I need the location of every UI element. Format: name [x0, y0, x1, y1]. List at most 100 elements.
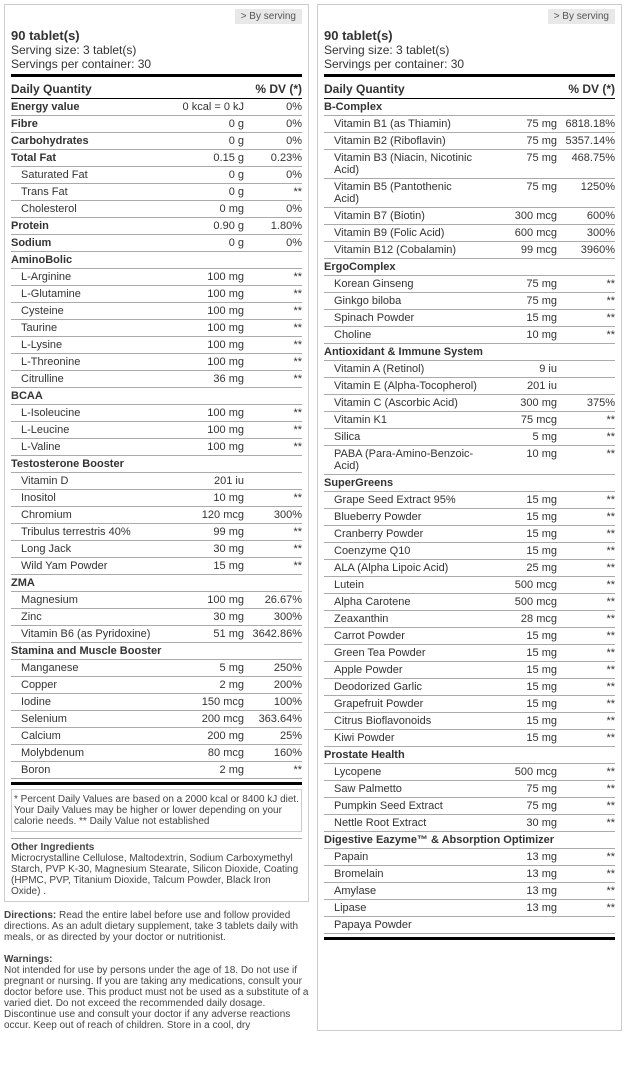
nutrient-row: Total Fat0.15 g0.23% — [11, 150, 302, 167]
nutrient-row: Spinach Powder15 mg** — [324, 310, 615, 327]
nutrient-row: Carrot Powder15 mg** — [324, 628, 615, 645]
nutrient-row: Wild Yam Powder15 mg** — [11, 558, 302, 575]
nutrient-row: Silica5 mg** — [324, 429, 615, 446]
serving-size: Serving size: 3 tablet(s) — [11, 43, 302, 57]
nutrient-row: Saturated Fat0 g0% — [11, 167, 302, 184]
nutrient-row: L-Isoleucine100 mg** — [11, 405, 302, 422]
nutrient-row: Vitamin E (Alpha-Tocopherol)201 iu — [324, 378, 615, 395]
nutrient-row: Alpha Carotene500 mcg** — [324, 594, 615, 611]
nutrient-row: Cysteine100 mg** — [11, 303, 302, 320]
nutrient-row: Protein0.90 g1.80% — [11, 218, 302, 235]
nutrient-row: Deodorized Garlic15 mg** — [324, 679, 615, 696]
nutrient-row: Carbohydrates0 g0% — [11, 133, 302, 150]
nutrient-row: Lutein500 mcg** — [324, 577, 615, 594]
nutrient-row: AminoBolic — [11, 252, 302, 269]
panel-header: 90 tablet(s) Serving size: 3 tablet(s) S… — [324, 28, 615, 71]
nutrient-row: L-Leucine100 mg** — [11, 422, 302, 439]
nutrient-row: Inositol10 mg** — [11, 490, 302, 507]
nutrient-row: SuperGreens — [324, 475, 615, 492]
nutrient-row: Nettle Root Extract30 mg** — [324, 815, 615, 832]
nutrient-row: Long Jack30 mg** — [11, 541, 302, 558]
nutrient-row: Copper2 mg200% — [11, 677, 302, 694]
nutrient-row: Vitamin C (Ascorbic Acid)300 mg375% — [324, 395, 615, 412]
nutrient-row: L-Glutamine100 mg** — [11, 286, 302, 303]
nutrient-row: Boron2 mg** — [11, 762, 302, 779]
by-serving-toggle[interactable]: > By serving — [324, 9, 615, 24]
nutrient-row: Blueberry Powder15 mg** — [324, 509, 615, 526]
nutrient-row: Cholesterol0 mg0% — [11, 201, 302, 218]
nutrient-row: Coenzyme Q1015 mg** — [324, 543, 615, 560]
tablet-count: 90 tablet(s) — [11, 28, 302, 43]
nutrient-row: ALA (Alpha Lipoic Acid)25 mg** — [324, 560, 615, 577]
nutrient-row: Vitamin B1 (as Thiamin)75 mg6818.18% — [324, 116, 615, 133]
nutrient-row: L-Lysine100 mg** — [11, 337, 302, 354]
column-header: Daily Quantity% DV (*) — [11, 80, 302, 99]
nutrient-row: Antioxidant & Immune System — [324, 344, 615, 361]
nutrient-row: L-Threonine100 mg** — [11, 354, 302, 371]
nutrient-row: Energy value0 kcal = 0 kJ0% — [11, 99, 302, 116]
nutrient-row: Papaya Powder — [324, 917, 615, 934]
nutrient-row: Cranberry Powder15 mg** — [324, 526, 615, 543]
nutrient-row: Lipase13 mg** — [324, 900, 615, 917]
nutrient-row: Vitamin A (Retinol)9 iu — [324, 361, 615, 378]
directions-warnings: Directions: Read the entire label before… — [4, 910, 309, 1031]
nutrient-row: Zinc30 mg300% — [11, 609, 302, 626]
nutrient-row: Choline10 mg** — [324, 327, 615, 344]
nutrient-row: Korean Ginseng75 mg** — [324, 276, 615, 293]
nutrient-row: Vitamin B9 (Folic Acid)600 mcg300% — [324, 225, 615, 242]
nutrient-row: Amylase13 mg** — [324, 883, 615, 900]
nutrient-row: Apple Powder15 mg** — [324, 662, 615, 679]
nutrient-row: Manganese5 mg250% — [11, 660, 302, 677]
nutrient-rows: B-ComplexVitamin B1 (as Thiamin)75 mg681… — [324, 99, 615, 934]
nutrient-row: ErgoComplex — [324, 259, 615, 276]
nutrient-row: PABA (Para-Amino-Benzoic-Acid)10 mg** — [324, 446, 615, 475]
nutrient-row: Vitamin B3 (Niacin, Nicotinic Acid)75 mg… — [324, 150, 615, 179]
nutrient-row: Vitamin B7 (Biotin)300 mcg600% — [324, 208, 615, 225]
nutrient-row: Vitamin B2 (Riboflavin)75 mg5357.14% — [324, 133, 615, 150]
nutrient-row: Selenium200 mcg363.64% — [11, 711, 302, 728]
nutrient-row: Chromium120 mcg300% — [11, 507, 302, 524]
serving-size: Serving size: 3 tablet(s) — [324, 43, 615, 57]
nutrient-row: Ginkgo biloba75 mg** — [324, 293, 615, 310]
nutrient-row: Fibre0 g0% — [11, 116, 302, 133]
nutrient-row: B-Complex — [324, 99, 615, 116]
nutrient-rows: Energy value0 kcal = 0 kJ0%Fibre0 g0%Car… — [11, 99, 302, 779]
nutrient-row: Tribulus terrestris 40%99 mg** — [11, 524, 302, 541]
servings-per-container: Servings per container: 30 — [11, 57, 302, 71]
nutrition-panel-left: > By serving 90 tablet(s) Serving size: … — [4, 4, 309, 902]
nutrient-row: Lycopene500 mcg** — [324, 764, 615, 781]
nutrient-row: Sodium0 g0% — [11, 235, 302, 252]
nutrient-row: Papain13 mg** — [324, 849, 615, 866]
nutrient-row: Green Tea Powder15 mg** — [324, 645, 615, 662]
nutrient-row: BCAA — [11, 388, 302, 405]
by-serving-toggle[interactable]: > By serving — [11, 9, 302, 24]
nutrient-row: Prostate Health — [324, 747, 615, 764]
nutrient-row: Trans Fat0 g** — [11, 184, 302, 201]
nutrient-row: Molybdenum80 mcg160% — [11, 745, 302, 762]
nutrient-row: Vitamin K175 mcg** — [324, 412, 615, 429]
nutrient-row: Grape Seed Extract 95%15 mg** — [324, 492, 615, 509]
nutrient-row: Vitamin B6 (as Pyridoxine)51 mg3642.86% — [11, 626, 302, 643]
nutrient-row: Saw Palmetto75 mg** — [324, 781, 615, 798]
footnote: * Percent Daily Values are based on a 20… — [11, 789, 302, 832]
nutrient-row: Magnesium100 mg26.67% — [11, 592, 302, 609]
nutrient-row: Vitamin B12 (Cobalamin)99 mcg3960% — [324, 242, 615, 259]
nutrient-row: Vitamin B5 (Pantothenic Acid)75 mg1250% — [324, 179, 615, 208]
nutrient-row: Zeaxanthin28 mcg** — [324, 611, 615, 628]
nutrient-row: Vitamin D201 iu — [11, 473, 302, 490]
nutrient-row: Kiwi Powder15 mg** — [324, 730, 615, 747]
nutrient-row: L-Arginine100 mg** — [11, 269, 302, 286]
nutrient-row: Stamina and Muscle Booster — [11, 643, 302, 660]
servings-per-container: Servings per container: 30 — [324, 57, 615, 71]
nutrient-row: Taurine100 mg** — [11, 320, 302, 337]
panel-header: 90 tablet(s) Serving size: 3 tablet(s) S… — [11, 28, 302, 71]
nutrient-row: Citrus Bioflavonoids15 mg** — [324, 713, 615, 730]
other-ingredients: Other Ingredients Microcrystalline Cellu… — [11, 838, 302, 897]
nutrient-row: Calcium200 mg25% — [11, 728, 302, 745]
nutrient-row: Testosterone Booster — [11, 456, 302, 473]
nutrient-row: Digestive Eazyme™ & Absorption Optimizer — [324, 832, 615, 849]
nutrient-row: Iodine150 mcg100% — [11, 694, 302, 711]
nutrient-row: Bromelain13 mg** — [324, 866, 615, 883]
tablet-count: 90 tablet(s) — [324, 28, 615, 43]
nutrition-panel-right: > By serving 90 tablet(s) Serving size: … — [317, 4, 622, 1031]
